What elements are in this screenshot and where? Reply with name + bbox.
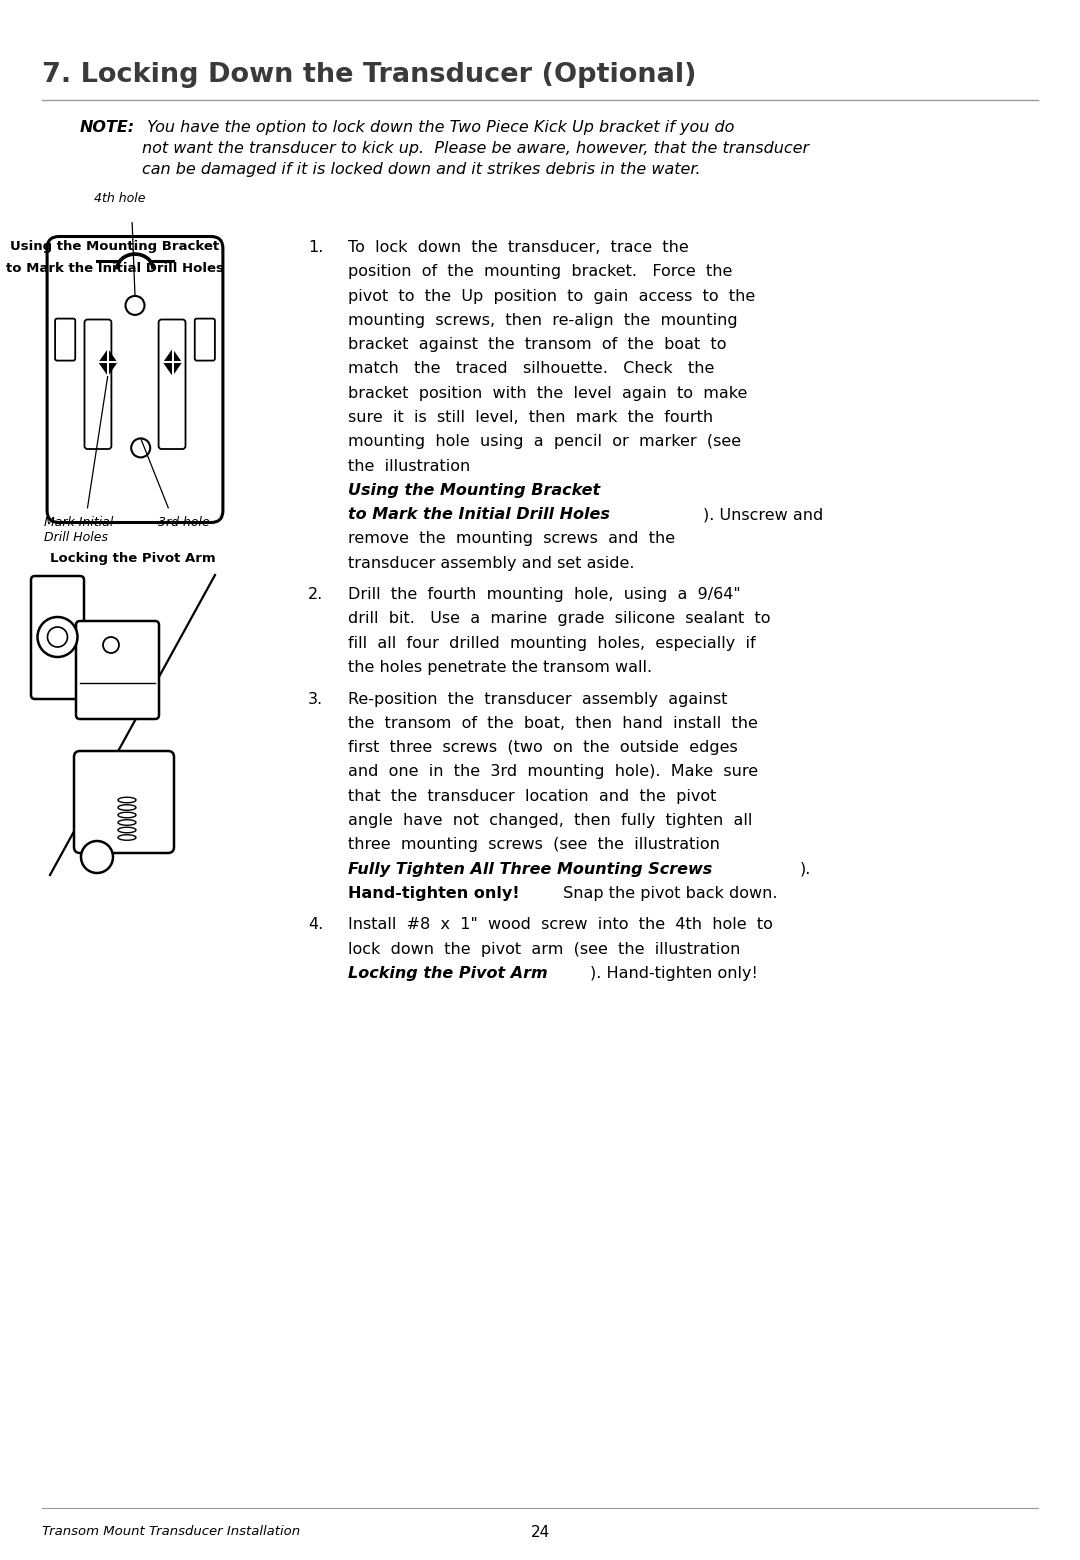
FancyBboxPatch shape xyxy=(55,318,76,360)
Text: sure  it  is  still  level,  then  mark  the  fourth: sure it is still level, then mark the fo… xyxy=(348,410,713,424)
Text: that  the  transducer  location  and  the  pivot: that the transducer location and the piv… xyxy=(348,789,716,803)
Text: position  of  the  mounting  bracket.   Force  the: position of the mounting bracket. Force … xyxy=(348,264,732,279)
Text: Using the Mounting Bracket: Using the Mounting Bracket xyxy=(11,240,219,253)
Text: the  transom  of  the  boat,  then  hand  install  the: the transom of the boat, then hand insta… xyxy=(348,716,758,730)
Text: Snap the pivot back down.: Snap the pivot back down. xyxy=(558,886,778,900)
Circle shape xyxy=(81,841,113,874)
Text: ). Hand-tighten only!: ). Hand-tighten only! xyxy=(590,966,758,981)
Text: You have the option to lock down the Two Piece Kick Up bracket if you do
not wan: You have the option to lock down the Two… xyxy=(141,120,809,176)
FancyBboxPatch shape xyxy=(75,750,174,853)
Text: Locking the Pivot Arm: Locking the Pivot Arm xyxy=(348,966,548,981)
Text: mounting  hole  using  a  pencil  or  marker  (see: mounting hole using a pencil or marker (… xyxy=(348,434,741,449)
Polygon shape xyxy=(164,349,181,374)
Text: 1.: 1. xyxy=(308,240,323,254)
Polygon shape xyxy=(99,349,117,374)
Text: Using the Mounting Bracket: Using the Mounting Bracket xyxy=(348,482,600,498)
Text: To  lock  down  the  transducer,  trace  the: To lock down the transducer, trace the xyxy=(348,240,689,254)
Text: remove  the  mounting  screws  and  the: remove the mounting screws and the xyxy=(348,532,675,546)
Text: transducer assembly and set aside.: transducer assembly and set aside. xyxy=(348,555,635,571)
Text: to Mark the Initial Drill Holes: to Mark the Initial Drill Holes xyxy=(6,262,224,275)
Circle shape xyxy=(103,636,119,654)
Text: three  mounting  screws  (see  the  illustration: three mounting screws (see the illustrat… xyxy=(348,838,720,852)
Text: angle  have  not  changed,  then  fully  tighten  all: angle have not changed, then fully tight… xyxy=(348,813,753,828)
Text: 4.: 4. xyxy=(308,917,323,933)
FancyBboxPatch shape xyxy=(48,237,222,523)
Text: Mark Initial
Drill Holes: Mark Initial Drill Holes xyxy=(44,516,113,544)
Text: pivot  to  the  Up  position  to  gain  access  to  the: pivot to the Up position to gain access … xyxy=(348,289,755,304)
Text: ).: ). xyxy=(800,861,811,877)
Text: fill  all  four  drilled  mounting  holes,  especially  if: fill all four drilled mounting holes, es… xyxy=(348,636,756,651)
Text: Transom Mount Transducer Installation: Transom Mount Transducer Installation xyxy=(42,1526,300,1538)
Text: Hand-tighten only!: Hand-tighten only! xyxy=(348,886,519,900)
Text: NOTE:: NOTE: xyxy=(80,120,135,136)
FancyBboxPatch shape xyxy=(84,320,111,449)
Text: the  illustration: the illustration xyxy=(348,459,470,474)
Text: first  three  screws  (two  on  the  outside  edges: first three screws (two on the outside e… xyxy=(348,739,738,755)
Circle shape xyxy=(48,627,67,647)
Text: 2.: 2. xyxy=(308,587,323,602)
Text: bracket  position  with  the  level  again  to  make: bracket position with the level again to… xyxy=(348,385,747,401)
Circle shape xyxy=(125,296,145,315)
FancyBboxPatch shape xyxy=(76,621,159,719)
Text: the holes penetrate the transom wall.: the holes penetrate the transom wall. xyxy=(348,660,652,675)
Text: Locking the Pivot Arm: Locking the Pivot Arm xyxy=(50,552,216,565)
FancyBboxPatch shape xyxy=(159,320,186,449)
Text: 3rd hole: 3rd hole xyxy=(158,516,210,529)
Text: 7. Locking Down the Transducer (Optional): 7. Locking Down the Transducer (Optional… xyxy=(42,62,697,87)
Circle shape xyxy=(131,438,150,457)
Text: match   the   traced   silhouette.   Check   the: match the traced silhouette. Check the xyxy=(348,362,714,376)
Text: 4th hole: 4th hole xyxy=(94,192,146,204)
Text: and  one  in  the  3rd  mounting  hole).  Make  sure: and one in the 3rd mounting hole). Make … xyxy=(348,764,758,780)
Text: bracket  against  the  transom  of  the  boat  to: bracket against the transom of the boat … xyxy=(348,337,727,353)
Text: Fully Tighten All Three Mounting Screws: Fully Tighten All Three Mounting Screws xyxy=(348,861,712,877)
Text: ). Unscrew and: ). Unscrew and xyxy=(703,507,823,523)
Text: lock  down  the  pivot  arm  (see  the  illustration: lock down the pivot arm (see the illustr… xyxy=(348,942,741,956)
Text: 3.: 3. xyxy=(308,691,323,707)
Text: Drill  the  fourth  mounting  hole,  using  a  9/64": Drill the fourth mounting hole, using a … xyxy=(348,587,741,602)
Text: 24: 24 xyxy=(530,1526,550,1540)
Text: drill  bit.   Use  a  marine  grade  silicone  sealant  to: drill bit. Use a marine grade silicone s… xyxy=(348,612,770,627)
Text: mounting  screws,  then  re-align  the  mounting: mounting screws, then re-align the mount… xyxy=(348,314,738,328)
Text: Re-position  the  transducer  assembly  against: Re-position the transducer assembly agai… xyxy=(348,691,728,707)
Text: Install  #8  x  1"  wood  screw  into  the  4th  hole  to: Install #8 x 1" wood screw into the 4th … xyxy=(348,917,773,933)
FancyBboxPatch shape xyxy=(31,576,84,699)
FancyBboxPatch shape xyxy=(194,318,215,360)
Circle shape xyxy=(38,618,78,657)
Text: to Mark the Initial Drill Holes: to Mark the Initial Drill Holes xyxy=(348,507,610,523)
